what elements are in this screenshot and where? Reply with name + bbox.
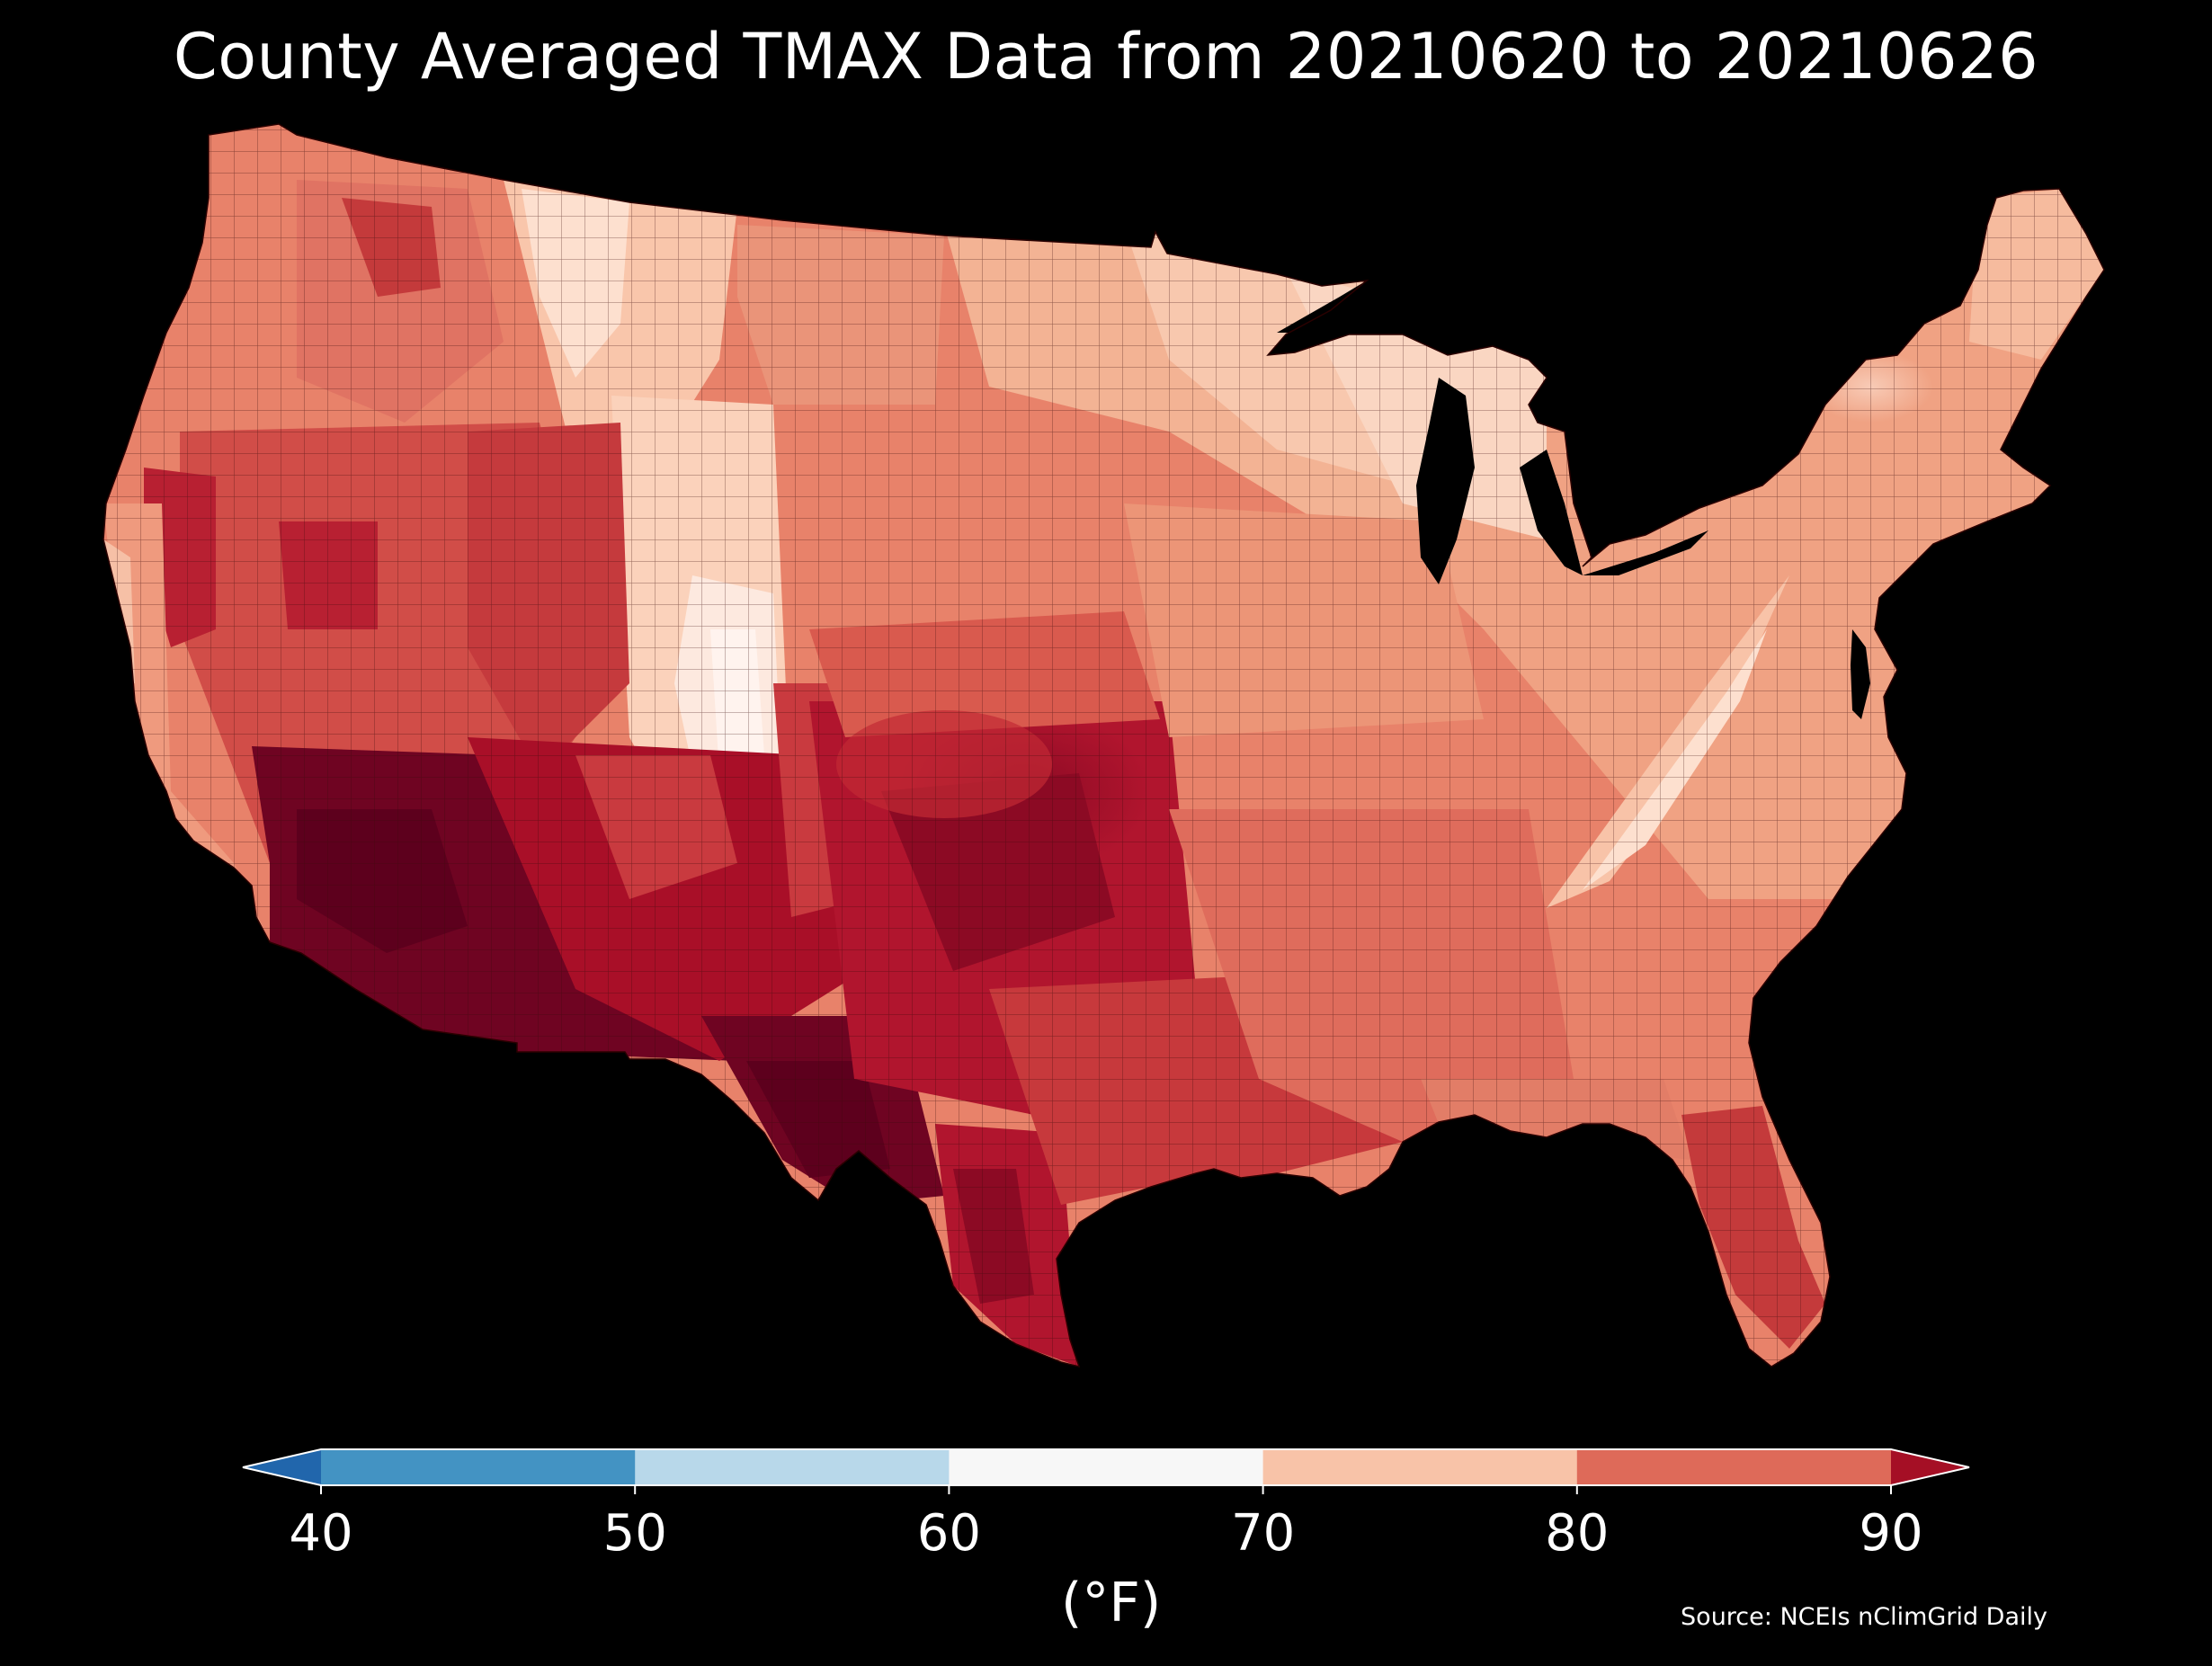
colorbar-tick-label: 40	[289, 1504, 352, 1563]
chesapeake-bay	[1851, 629, 1870, 719]
colorbar-arrow-high	[1891, 1449, 1969, 1485]
colorbar-tick-label: 70	[1231, 1504, 1295, 1563]
colorbar-bin	[321, 1449, 636, 1485]
colorbar-bin	[1576, 1449, 1892, 1485]
source-credit: Source: NCEIs nClimGrid Daily	[1681, 1603, 2047, 1631]
lake-huron	[1520, 450, 1583, 575]
colorbar-tick-label: 50	[603, 1504, 667, 1563]
colorbar-bin	[949, 1449, 1264, 1485]
us-county-tmax-map	[103, 123, 2105, 1368]
colorbar-unit-label: (°F)	[1061, 1572, 1162, 1635]
colorbar-tick-label: 60	[917, 1504, 981, 1563]
colorbar-arrow-low	[243, 1449, 321, 1485]
colorbar-tick-label: 90	[1859, 1504, 1922, 1563]
map-title: County Averaged TMAX Data from 20210620 …	[173, 20, 2039, 94]
colorbar-bin	[1262, 1449, 1578, 1485]
colorbar-bin	[635, 1449, 950, 1485]
lake-michigan	[1416, 378, 1475, 584]
colorbar-tick-label: 80	[1545, 1504, 1609, 1563]
